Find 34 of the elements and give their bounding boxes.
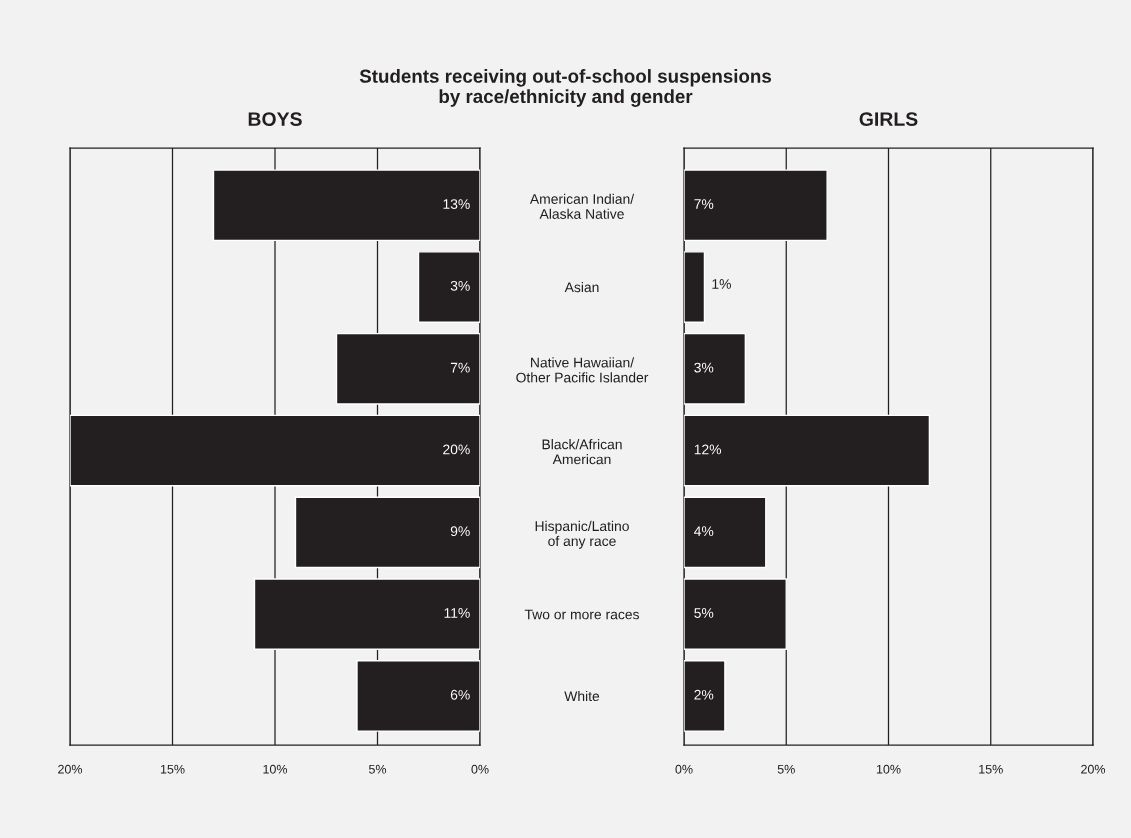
data-label: 20% bbox=[443, 444, 470, 455]
y-tick-label: Two or more races bbox=[524, 609, 640, 620]
x-tick-label: 5% bbox=[777, 764, 795, 774]
x-tick-label: 5% bbox=[368, 764, 387, 774]
data-label: 6% bbox=[450, 689, 470, 700]
data-label: 11% bbox=[444, 608, 470, 618]
y-tick-label: Black/African American bbox=[542, 439, 622, 465]
y-tick-label: Hispanic/Latino of any race bbox=[535, 520, 629, 549]
text: Students receiving out-of-school suspensions by race/ethnicity and gender bbox=[359, 69, 772, 107]
data-label: 7% bbox=[694, 199, 714, 209]
data-label: 12% bbox=[694, 444, 722, 455]
y-tick-label: White bbox=[564, 690, 600, 702]
chart-title: GIRLS bbox=[859, 112, 918, 126]
x-tick-label: 10% bbox=[876, 764, 901, 774]
data-label: 2% bbox=[694, 689, 714, 700]
x-tick-label: 10% bbox=[263, 764, 288, 774]
x-tick-label: 20% bbox=[1081, 764, 1106, 774]
data-label: 13% bbox=[443, 199, 470, 209]
y-tick-label: Native Hawaiian/ Other Pacific Islander bbox=[516, 357, 649, 383]
y-tick-label: American Indian/ Alaska Native bbox=[529, 193, 635, 219]
x-tick-label: 20% bbox=[58, 764, 83, 774]
x-tick-label: 0% bbox=[675, 764, 693, 774]
y-tick-label: Asian bbox=[564, 281, 599, 293]
data-label: 1% bbox=[712, 279, 731, 289]
data-label: 9% bbox=[450, 526, 470, 537]
data-label: 7% bbox=[450, 362, 470, 373]
data-label: 4% bbox=[694, 526, 714, 537]
data-label: 5% bbox=[694, 608, 714, 618]
x-tick-label: 15% bbox=[160, 764, 185, 774]
chart-subtitle: BOYS bbox=[248, 112, 302, 126]
x-tick-label: 15% bbox=[979, 764, 1003, 774]
data-label: 3% bbox=[694, 362, 714, 373]
x-tick-label: 0% bbox=[471, 764, 489, 774]
data-label: 3% bbox=[450, 280, 470, 291]
